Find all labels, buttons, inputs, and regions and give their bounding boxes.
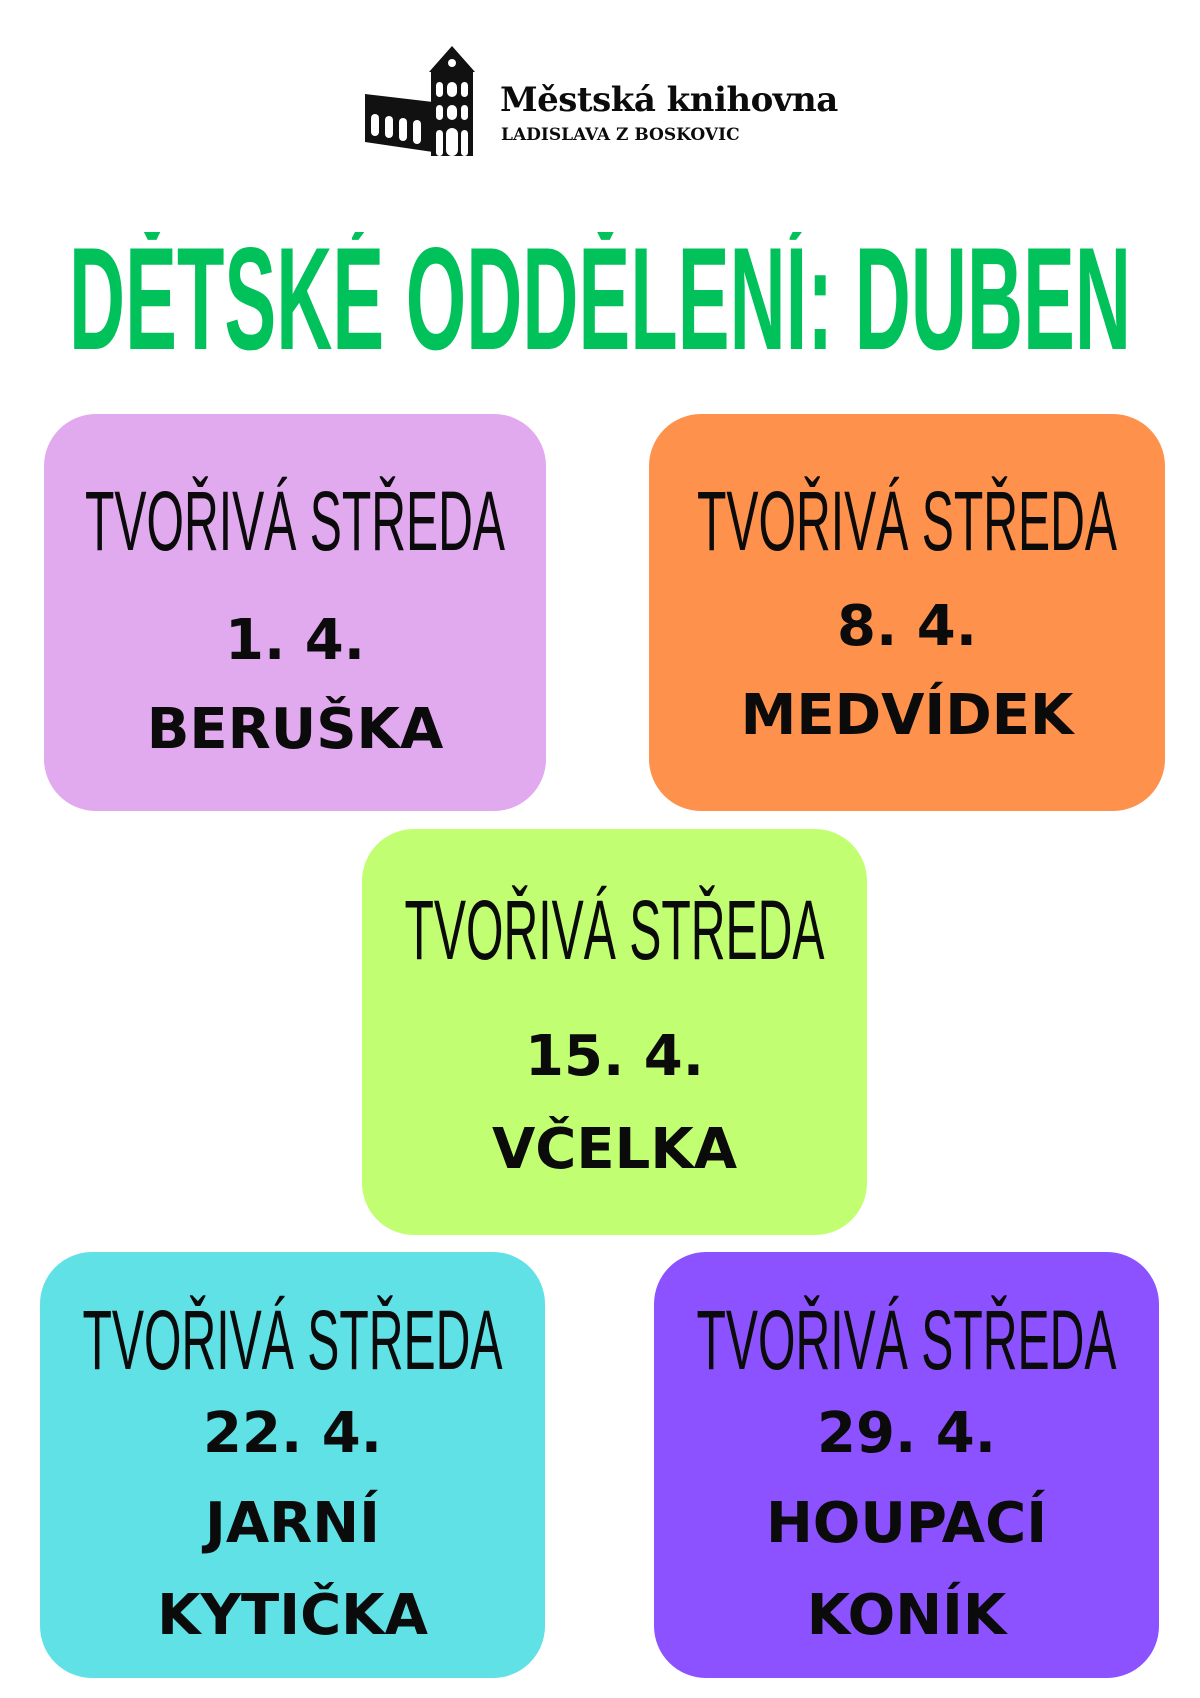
library-building-icon (365, 46, 475, 156)
event-card: TVOŘIVÁ STŘEDA 15. 4. VČELKA (362, 829, 867, 1235)
event-card: TVOŘIVÁ STŘEDA 22. 4. JARNÍ KYTIČKA (40, 1252, 545, 1678)
page-title-text: DĚTSKÉ ODDĚLENÍ: DUBEN (69, 232, 1131, 362)
event-card: TVOŘIVÁ STŘEDA 29. 4. HOUPACÍ KONÍK (654, 1252, 1159, 1678)
library-subtitle: LADISLAVA Z BOSKOVIC (501, 125, 740, 145)
event-heading-text: TVOŘIVÁ STŘEDA (405, 884, 825, 974)
event-date: 15. 4. (525, 1024, 704, 1089)
library-name: Městská knihovna (500, 80, 838, 120)
event-name: BERUŠKA (146, 697, 444, 762)
event-heading: TVOŘIVÁ STŘEDA (85, 475, 505, 565)
event-name: MEDVÍDEK (740, 683, 1074, 748)
event-name: VČELKA (491, 1117, 738, 1182)
event-heading: TVOŘIVÁ STŘEDA (405, 884, 825, 974)
event-name: KYTIČKA (157, 1583, 428, 1648)
event-date: 22. 4. (203, 1401, 382, 1466)
event-name: HOUPACÍ (765, 1491, 1048, 1556)
event-name: JARNÍ (205, 1491, 380, 1556)
event-date: 8. 4. (837, 594, 977, 659)
event-name: KONÍK (806, 1583, 1007, 1648)
event-heading: TVOŘIVÁ STŘEDA (697, 475, 1117, 565)
event-heading-text: TVOŘIVÁ STŘEDA (697, 1294, 1117, 1384)
event-date: 29. 4. (817, 1401, 996, 1466)
event-heading-text: TVOŘIVÁ STŘEDA (697, 475, 1117, 565)
event-heading-text: TVOŘIVÁ STŘEDA (83, 1294, 503, 1384)
event-date: 1. 4. (225, 608, 365, 673)
event-heading: TVOŘIVÁ STŘEDA (83, 1294, 503, 1384)
event-card: TVOŘIVÁ STŘEDA 8. 4. MEDVÍDEK (649, 414, 1165, 811)
event-card: TVOŘIVÁ STŘEDA 1. 4. BERUŠKA (44, 414, 546, 811)
library-logo: Městská knihovna LADISLAVA Z BOSKOVIC (365, 44, 845, 156)
event-heading-text: TVOŘIVÁ STŘEDA (85, 475, 505, 565)
page-title: DĚTSKÉ ODDĚLENÍ: DUBEN (69, 232, 1131, 362)
event-heading: TVOŘIVÁ STŘEDA (697, 1294, 1117, 1384)
